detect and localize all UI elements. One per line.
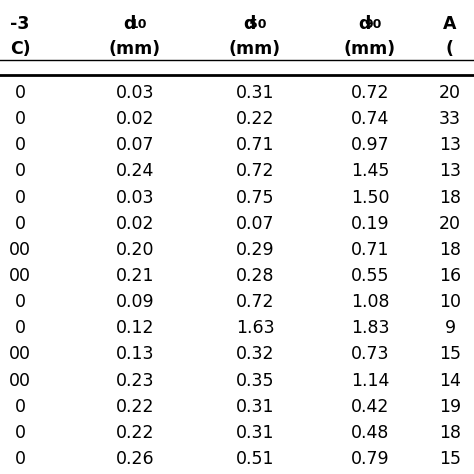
Text: 0.31: 0.31: [236, 398, 274, 416]
Text: 0.22: 0.22: [116, 424, 154, 442]
Text: 0.31: 0.31: [236, 424, 274, 442]
Text: (mm): (mm): [109, 40, 161, 58]
Text: 0.24: 0.24: [116, 163, 154, 181]
Text: 13: 13: [439, 163, 461, 181]
Text: 0.31: 0.31: [236, 84, 274, 102]
Text: C): C): [9, 40, 30, 58]
Text: 0.09: 0.09: [116, 293, 155, 311]
Text: (mm): (mm): [229, 40, 281, 58]
Text: 0: 0: [15, 84, 26, 102]
Text: 0.12: 0.12: [116, 319, 154, 337]
Text: 0.97: 0.97: [351, 137, 389, 155]
Text: 0.75: 0.75: [236, 189, 274, 207]
Text: 1.14: 1.14: [351, 372, 389, 390]
Text: 18: 18: [439, 189, 461, 207]
Text: d: d: [243, 15, 255, 33]
Text: 0: 0: [15, 189, 26, 207]
Text: 0.72: 0.72: [236, 163, 274, 181]
Text: 33: 33: [439, 110, 461, 128]
Text: 50: 50: [249, 18, 267, 31]
Text: 0.28: 0.28: [236, 267, 274, 285]
Text: 0: 0: [15, 215, 26, 233]
Text: 0.19: 0.19: [351, 215, 389, 233]
Text: 1.83: 1.83: [351, 319, 389, 337]
Text: 15: 15: [439, 450, 461, 468]
Text: 0.22: 0.22: [236, 110, 274, 128]
Text: d: d: [358, 15, 370, 33]
Text: 9: 9: [445, 319, 456, 337]
Text: 0.42: 0.42: [351, 398, 389, 416]
Text: 0: 0: [15, 450, 26, 468]
Text: 19: 19: [439, 398, 461, 416]
Text: 20: 20: [439, 215, 461, 233]
Text: 00: 00: [9, 372, 31, 390]
Text: 1.45: 1.45: [351, 163, 389, 181]
Text: 16: 16: [439, 267, 461, 285]
Text: 0.21: 0.21: [116, 267, 154, 285]
Text: 0.20: 0.20: [116, 241, 154, 259]
Text: 0: 0: [15, 163, 26, 181]
Text: 0.07: 0.07: [236, 215, 274, 233]
Text: 0.71: 0.71: [351, 241, 389, 259]
Text: 0.32: 0.32: [236, 346, 274, 364]
Text: 90: 90: [365, 18, 382, 31]
Text: 20: 20: [439, 84, 461, 102]
Text: 00: 00: [9, 241, 31, 259]
Text: 0.02: 0.02: [116, 110, 154, 128]
Text: 14: 14: [439, 372, 461, 390]
Text: d: d: [123, 15, 135, 33]
Text: 0.02: 0.02: [116, 215, 154, 233]
Text: 0.55: 0.55: [351, 267, 389, 285]
Text: 0.13: 0.13: [116, 346, 154, 364]
Text: 00: 00: [9, 267, 31, 285]
Text: 0.29: 0.29: [236, 241, 274, 259]
Text: -3: -3: [10, 15, 30, 33]
Text: 0.79: 0.79: [351, 450, 389, 468]
Text: 0.26: 0.26: [116, 450, 155, 468]
Text: 0: 0: [15, 424, 26, 442]
Text: 0: 0: [15, 293, 26, 311]
Text: 00: 00: [9, 346, 31, 364]
Text: 0.22: 0.22: [116, 398, 154, 416]
Text: 18: 18: [439, 424, 461, 442]
Text: 0.03: 0.03: [116, 189, 154, 207]
Text: 0: 0: [15, 398, 26, 416]
Text: (mm): (mm): [344, 40, 396, 58]
Text: 0.07: 0.07: [116, 137, 154, 155]
Text: 0.73: 0.73: [351, 346, 389, 364]
Text: 0.72: 0.72: [351, 84, 389, 102]
Text: A: A: [443, 15, 457, 33]
Text: 1.50: 1.50: [351, 189, 389, 207]
Text: 0.23: 0.23: [116, 372, 154, 390]
Text: 0.74: 0.74: [351, 110, 389, 128]
Text: 10: 10: [129, 18, 147, 31]
Text: 18: 18: [439, 241, 461, 259]
Text: 0.71: 0.71: [236, 137, 274, 155]
Text: 1.63: 1.63: [236, 319, 274, 337]
Text: 0.35: 0.35: [236, 372, 274, 390]
Text: 13: 13: [439, 137, 461, 155]
Text: 10: 10: [439, 293, 461, 311]
Text: 0: 0: [15, 110, 26, 128]
Text: 15: 15: [439, 346, 461, 364]
Text: 1.08: 1.08: [351, 293, 389, 311]
Text: 0: 0: [15, 319, 26, 337]
Text: 0.72: 0.72: [236, 293, 274, 311]
Text: 0.48: 0.48: [351, 424, 389, 442]
Text: 0.51: 0.51: [236, 450, 274, 468]
Text: 0.03: 0.03: [116, 84, 154, 102]
Text: (: (: [446, 40, 454, 58]
Text: 0: 0: [15, 137, 26, 155]
